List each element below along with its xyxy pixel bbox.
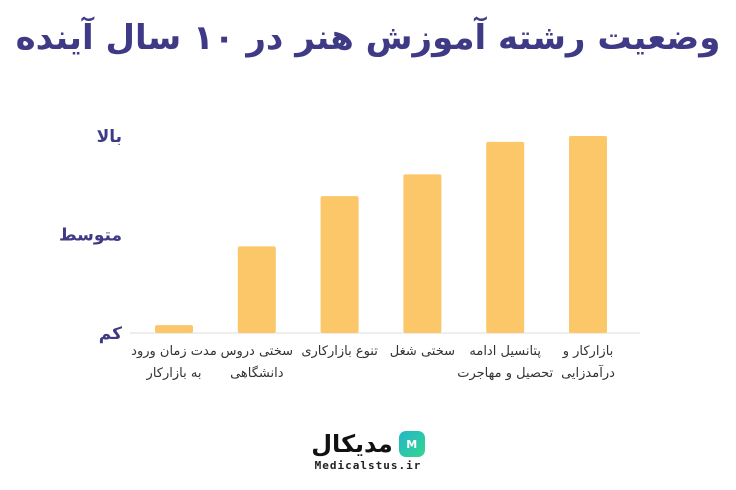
chart-title: وضعیت رشته آموزش هنر در ۱۰ سال آینده — [15, 18, 721, 58]
brand-name: مدیکال — [311, 430, 393, 458]
y-tick-label-2: متوسط — [59, 226, 122, 246]
brand-url: Medicalstus.ir — [314, 459, 422, 472]
bar-4 — [320, 196, 359, 333]
y-tick-label-1: کم — [99, 324, 122, 344]
brand-logo-icon: M — [398, 431, 425, 457]
bar-chart: کم متوسط بالا — [59, 127, 640, 344]
bar-2 — [486, 141, 525, 333]
x-tick-label-3: سختی شغل — [389, 344, 455, 359]
y-tick-label-3: بالا — [97, 127, 122, 147]
bar-5 — [237, 246, 276, 333]
brand: M مدیکال Medicalstus.ir — [0, 430, 736, 472]
bars — [155, 136, 607, 333]
x-tick-label-2: پتانسیل ادامه تحصیل و مهاجرت — [457, 344, 554, 381]
y-axis: کم متوسط بالا — [59, 127, 122, 344]
x-tick-label-1: بازارکار و درآمدزایی — [561, 344, 615, 381]
bar-1 — [569, 136, 607, 333]
x-tick-label-4: تنوع بازارکاری — [301, 344, 378, 359]
bar-3 — [403, 174, 442, 333]
x-tick-label-6: مدت زمان ورود به بازارکار — [131, 344, 217, 381]
bar-6 — [155, 325, 193, 333]
x-tick-label-5: سختی دروس دانشگاهی — [220, 344, 293, 381]
